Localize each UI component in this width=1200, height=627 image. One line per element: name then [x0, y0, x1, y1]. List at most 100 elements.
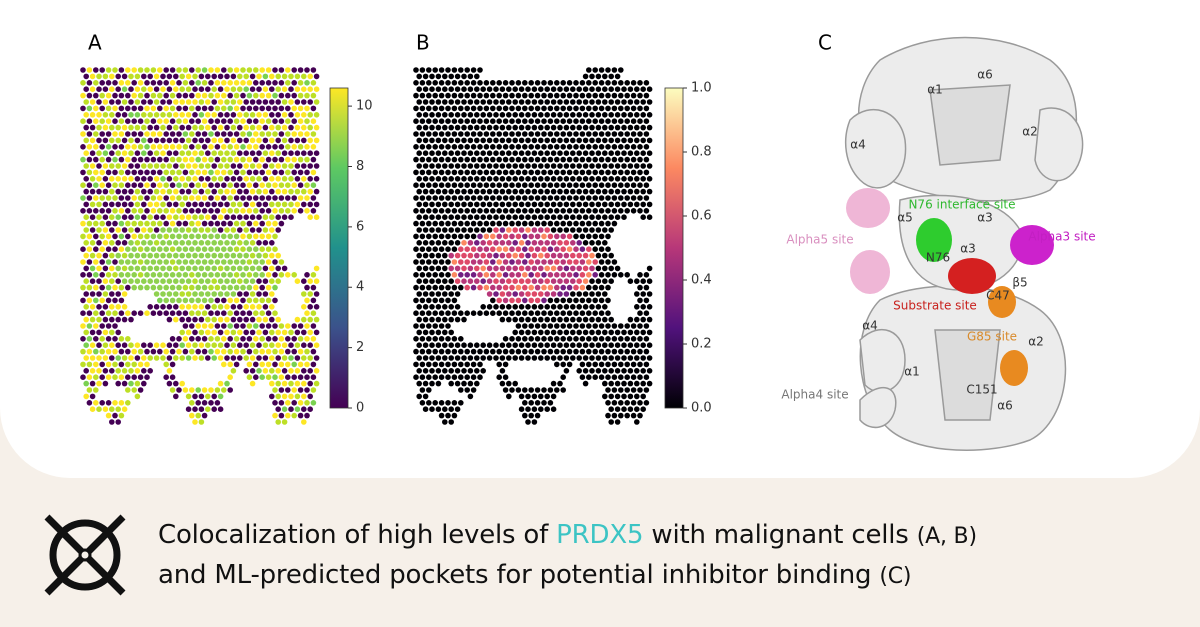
spot: [416, 393, 423, 400]
spot: [621, 214, 627, 220]
spot: [624, 92, 630, 99]
spot: [217, 329, 224, 336]
spot: [477, 220, 483, 227]
spot: [426, 284, 432, 291]
spot: [570, 112, 576, 118]
spot: [634, 163, 640, 169]
spot: [115, 265, 121, 272]
spot: [214, 246, 221, 252]
spot: [297, 144, 304, 150]
spot: [112, 131, 118, 137]
spot: [416, 73, 423, 80]
spot: [278, 374, 285, 381]
spot: [634, 176, 640, 182]
spot: [208, 400, 214, 406]
spot: [499, 112, 506, 118]
spot: [173, 380, 179, 387]
caption-text: Colocalization of high levels of: [158, 520, 549, 550]
spot: [179, 304, 185, 310]
spot: [128, 150, 134, 156]
spot: [490, 105, 496, 112]
spot: [528, 246, 534, 252]
spot: [582, 112, 589, 118]
spot: [605, 233, 611, 240]
spot: [128, 73, 134, 80]
spot: [544, 214, 550, 220]
spot: [141, 137, 147, 144]
spot: [227, 144, 233, 150]
spot: [621, 150, 627, 156]
spot: [512, 150, 518, 156]
spot: [550, 406, 557, 413]
spot: [93, 374, 99, 381]
spot: [432, 182, 439, 188]
spot: [458, 169, 464, 176]
spot: [285, 374, 291, 381]
spot: [192, 99, 198, 105]
spot: [550, 201, 557, 208]
spot: [227, 182, 233, 188]
spot: [102, 150, 109, 156]
spot: [256, 355, 262, 361]
spot: [262, 291, 269, 297]
spot: [141, 176, 147, 182]
spot: [221, 208, 227, 214]
spot: [576, 163, 582, 169]
spot: [614, 73, 621, 80]
spot: [643, 156, 650, 163]
spot: [592, 80, 598, 86]
spot: [211, 278, 217, 285]
spot: [217, 291, 224, 297]
spot: [275, 112, 282, 118]
spot: [240, 208, 246, 214]
spot: [125, 259, 131, 265]
spot: [185, 304, 192, 310]
spot: [102, 316, 109, 323]
spot: [256, 240, 262, 246]
spot: [189, 412, 195, 419]
spot: [169, 361, 176, 368]
spot: [86, 131, 93, 137]
spot: [432, 92, 439, 99]
spot: [131, 118, 137, 124]
spot: [646, 124, 653, 131]
spot: [102, 163, 109, 169]
spot: [288, 150, 294, 156]
spot: [586, 374, 592, 381]
spot: [121, 342, 128, 349]
spot: [249, 342, 256, 349]
spot: [566, 208, 573, 214]
spot: [179, 278, 185, 285]
spot: [566, 348, 573, 355]
spot: [566, 118, 573, 124]
spot: [499, 163, 506, 169]
spot: [461, 214, 467, 220]
spot: [518, 124, 525, 131]
spot: [195, 412, 201, 419]
spot: [586, 246, 592, 252]
spot: [445, 348, 451, 355]
spot: [618, 387, 624, 393]
spot: [291, 118, 298, 124]
spot: [240, 131, 246, 137]
spot: [80, 336, 86, 342]
spot: [646, 86, 653, 92]
spot: [205, 406, 211, 413]
spot: [269, 355, 275, 361]
spot: [445, 310, 451, 317]
spot: [253, 118, 259, 124]
spot: [163, 182, 169, 188]
spot: [534, 246, 541, 252]
spot: [426, 131, 432, 137]
spot: [534, 310, 541, 317]
spot: [627, 124, 634, 131]
spot: [176, 92, 182, 99]
spot: [313, 214, 320, 220]
spot: [243, 278, 249, 285]
spot: [208, 195, 214, 201]
spot: [198, 355, 205, 361]
spot: [182, 67, 189, 73]
spot: [198, 73, 205, 80]
spot: [525, 188, 531, 195]
spot: [522, 80, 528, 86]
